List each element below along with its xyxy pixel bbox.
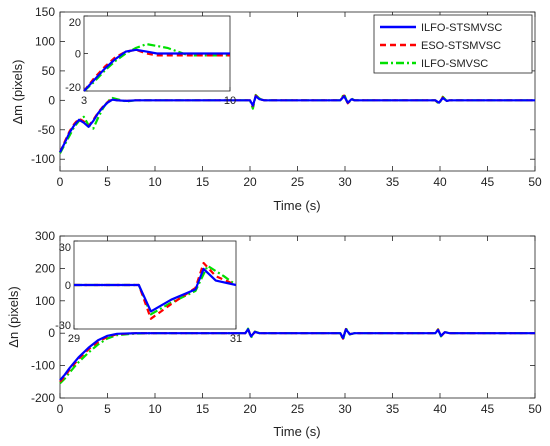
x-tick-label: 5 [104,402,111,416]
x-tick-label: 35 [386,402,400,416]
x-tick-label: 15 [196,402,210,416]
inset-y-tick-label: 0 [65,280,71,292]
x-ticks-dm: 0 5 10 15 20 25 30 35 40 45 50 [57,12,542,189]
series-lines-dm [58,92,535,154]
legend-label-ilfo-stsmvsc: ILFO-STSMVSC [421,22,502,34]
x-tick-label: 25 [291,402,305,416]
x-tick-label: 40 [433,175,447,189]
y-tick-label: 100 [35,294,55,308]
x-tick-label: 20 [243,402,257,416]
x-tick-label: 20 [243,175,257,189]
series-lines-dn [59,327,535,385]
y-axis-label-dn: Δn (pixels) [6,286,21,347]
legend-label-eso-stsmvsc: ESO-STSMVSC [421,40,501,52]
legend-label-ilfo-smvsc: ILFO-SMVSC [421,58,488,70]
x-tick-label: 50 [528,402,542,416]
x-axis-label-dn: Time (s) [273,424,320,439]
inset-x-tick-label: 31 [230,333,242,345]
inset-y-tick-label: -20 [65,82,81,94]
y-tick-label: -200 [31,391,55,405]
inset-series-line-ilfo-stsmvsc [83,48,230,92]
y-tick-label: 0 [48,93,55,107]
inset-x-tick-label: 29 [68,333,80,345]
y-tick-label: 50 [42,64,56,78]
inset-y-tick-label: 30 [59,242,71,254]
x-tick-label: 45 [481,402,495,416]
x-tick-label: 45 [481,175,495,189]
y-axis-label-dm: Δm (pixels) [10,59,25,124]
x-tick-label: 50 [528,175,542,189]
x-tick-label: 30 [338,402,352,416]
x-tick-label: 35 [386,175,400,189]
x-tick-label: 30 [338,175,352,189]
x-tick-label: 40 [433,402,447,416]
inset-lines-dn [74,261,237,320]
inset-series-line-ilfo-stsmvsc [74,267,237,313]
series-line-ilfo-stsmvsc [59,95,535,153]
y-tick-label: -100 [31,359,55,373]
x-tick-label: 10 [148,175,162,189]
y-tick-label: 200 [35,261,55,275]
x-tick-label: 0 [57,175,64,189]
inset-x-tick-label: 3 [81,95,87,107]
legend: ILFO-STSMVSC ESO-STSMVSC ILFO-SMVSC [373,14,533,74]
x-tick-label: 15 [196,175,210,189]
y-tick-label: 300 [35,229,55,243]
inset-y-tick-label: -30 [55,320,71,332]
inset-y-tick-label: 20 [69,17,81,29]
inset-y-tick-label: 0 [75,49,81,61]
series-line-ilfo-stsmvsc [59,328,535,381]
inset-series-line-eso-stsmvsc [83,48,230,92]
y-tick-label: -50 [38,123,56,137]
x-tick-label: 25 [291,175,305,189]
x-tick-label: 5 [104,175,111,189]
inset-lines-dm [83,42,230,92]
y-tick-label: 150 [35,5,55,19]
inset-ticks-dn: -30 0 30 29 31 [55,240,242,345]
y-tick-label: 100 [35,34,55,48]
inset-x-tick-label: 10 [224,95,236,107]
y-tick-label: 0 [48,326,55,340]
x-tick-label: 0 [57,402,64,416]
x-tick-label: 10 [148,402,162,416]
y-tick-label: -100 [31,152,55,166]
x-ticks-dn: 0 5 10 15 20 25 30 35 40 45 50 [57,236,542,416]
x-axis-label-dm: Time (s) [273,198,320,213]
inset-ticks-dm: -20 0 20 3 10 [65,15,236,107]
